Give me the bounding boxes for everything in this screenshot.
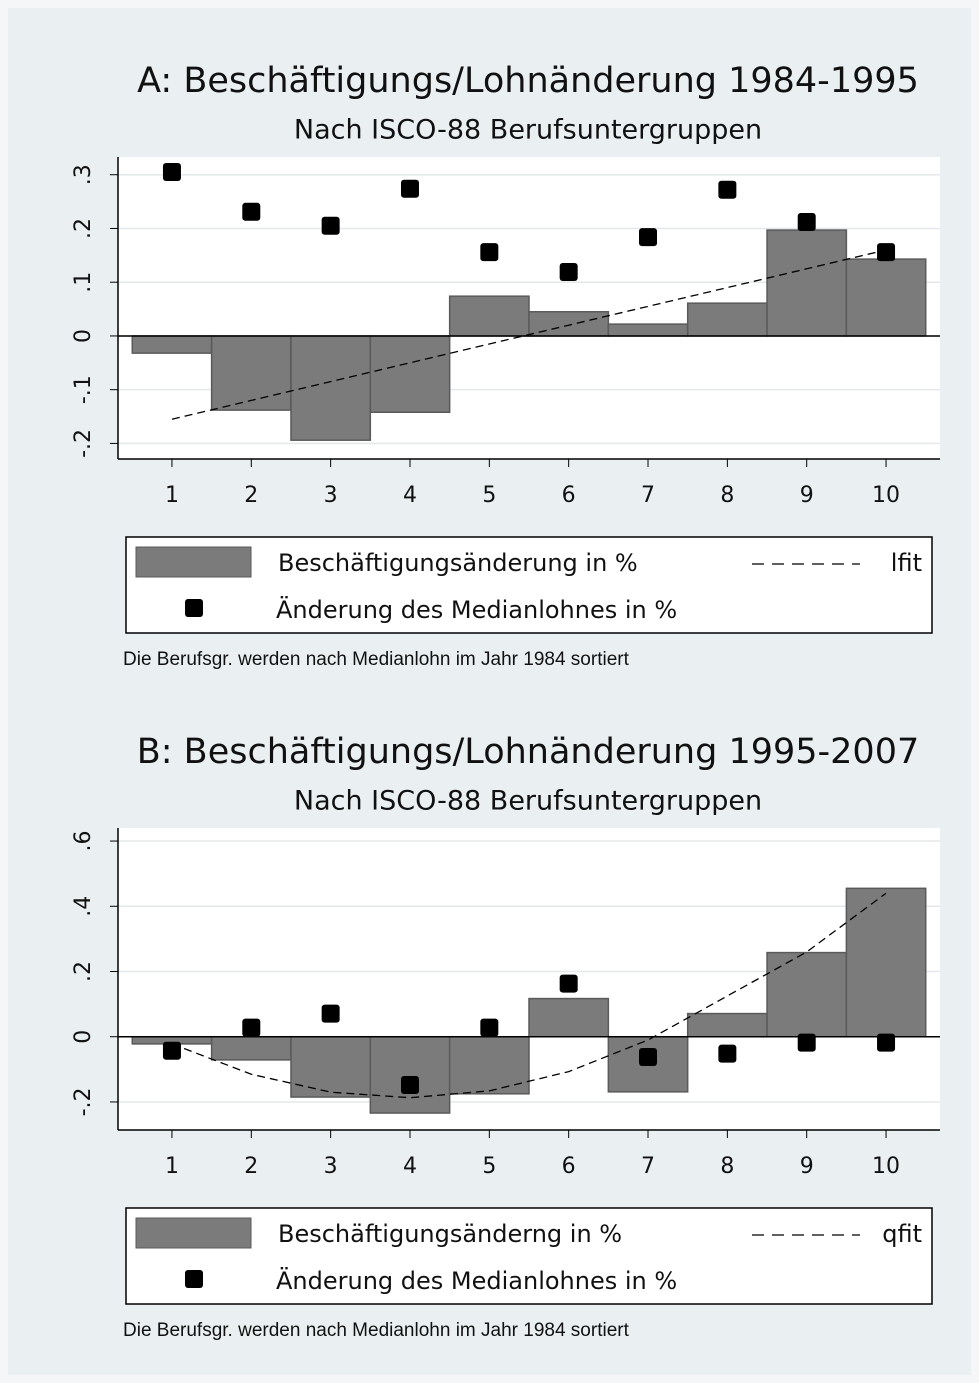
bar — [845, 258, 927, 337]
bar — [131, 335, 213, 354]
bar — [369, 335, 451, 413]
x-tick-label: 1 — [165, 1154, 179, 1179]
y-tick-label: 0 — [71, 1030, 96, 1044]
legend-label: Beschäftigungsänderng in % — [278, 1220, 622, 1248]
marker — [400, 179, 419, 198]
marker — [877, 243, 896, 262]
x-tick-label: 7 — [641, 483, 655, 508]
chart-note: Die Berufsgr. werden nach Medianlohn im … — [123, 1320, 630, 1341]
chart-title: B: Beschäftigungs/Lohnänderung 1995-2007 — [137, 732, 919, 772]
bar — [686, 302, 768, 337]
chart-subtitle: Nach ISCO-88 Berufsuntergruppen — [294, 786, 762, 817]
y-tick-label: -.1 — [71, 375, 96, 404]
bar — [528, 997, 610, 1038]
bar — [845, 887, 927, 1038]
bar — [766, 951, 848, 1038]
marker — [877, 1033, 896, 1052]
marker — [321, 216, 340, 235]
x-tick-label: 5 — [482, 1154, 496, 1179]
bar — [766, 229, 848, 337]
x-tick-label: 6 — [562, 1154, 576, 1179]
chart-subtitle: Nach ISCO-88 Berufsuntergruppen — [294, 115, 762, 146]
legend-swatch — [135, 1217, 252, 1249]
x-tick-label: 4 — [403, 483, 417, 508]
x-tick-label: 10 — [872, 483, 900, 508]
bar — [607, 323, 689, 337]
x-tick-label: 7 — [641, 1154, 655, 1179]
marker — [559, 262, 578, 281]
bar — [448, 1035, 530, 1095]
marker — [797, 1033, 816, 1052]
x-tick-label: 3 — [324, 483, 338, 508]
marker — [242, 202, 261, 221]
marker — [480, 243, 499, 262]
y-tick-label: -.2 — [71, 429, 96, 458]
legend-marker — [185, 1270, 203, 1288]
x-tick-label: 2 — [244, 483, 258, 508]
y-tick-label: .2 — [71, 961, 96, 982]
fit-line — [171, 892, 887, 1099]
x-tick-label: 8 — [720, 483, 734, 508]
y-tick-label: 0 — [71, 329, 96, 343]
marker — [162, 163, 181, 182]
bar — [210, 1035, 292, 1061]
bar — [686, 1012, 768, 1038]
y-tick-label: .6 — [71, 831, 96, 852]
chart-title: A: Beschäftigungs/Lohnänderung 1984-1995 — [137, 61, 919, 101]
legend-swatch — [135, 546, 252, 578]
marker — [718, 1044, 737, 1063]
fit-line — [171, 249, 887, 420]
legend-label: qfit — [882, 1220, 922, 1248]
bar — [369, 1035, 451, 1114]
marker — [639, 1047, 658, 1066]
y-tick-label: .3 — [71, 164, 96, 185]
legend-label: lfit — [891, 549, 922, 577]
bar — [210, 335, 292, 411]
chart-note: Die Berufsgr. werden nach Medianlohn im … — [123, 649, 630, 670]
legend-label: Änderung des Medianlohnes in % — [276, 1266, 677, 1295]
legend-label: Beschäftigungsänderung in % — [278, 549, 638, 577]
x-tick-label: 9 — [800, 1154, 814, 1179]
y-tick-label: .2 — [71, 218, 96, 239]
x-tick-label: 3 — [324, 1154, 338, 1179]
marker — [718, 180, 737, 199]
legend-box — [125, 536, 933, 634]
legend-box — [125, 1207, 933, 1305]
x-tick-label: 9 — [800, 483, 814, 508]
y-tick-label: -.2 — [71, 1087, 96, 1116]
marker — [400, 1075, 419, 1094]
x-tick-label: 10 — [872, 1154, 900, 1179]
x-tick-label: 6 — [562, 483, 576, 508]
marker — [242, 1018, 261, 1037]
marker — [797, 213, 816, 232]
x-tick-label: 8 — [720, 1154, 734, 1179]
marker — [480, 1018, 499, 1037]
x-tick-label: 5 — [482, 483, 496, 508]
marker — [321, 1004, 340, 1023]
legend-label: Änderung des Medianlohnes in % — [276, 595, 677, 624]
legend-marker — [185, 599, 203, 617]
marker — [639, 228, 658, 247]
x-tick-label: 4 — [403, 1154, 417, 1179]
x-tick-label: 1 — [165, 483, 179, 508]
bar — [448, 295, 530, 337]
marker — [559, 974, 578, 993]
y-tick-label: .1 — [71, 272, 96, 293]
y-tick-label: .4 — [71, 896, 96, 917]
bar — [290, 1035, 372, 1098]
x-tick-label: 2 — [244, 1154, 258, 1179]
